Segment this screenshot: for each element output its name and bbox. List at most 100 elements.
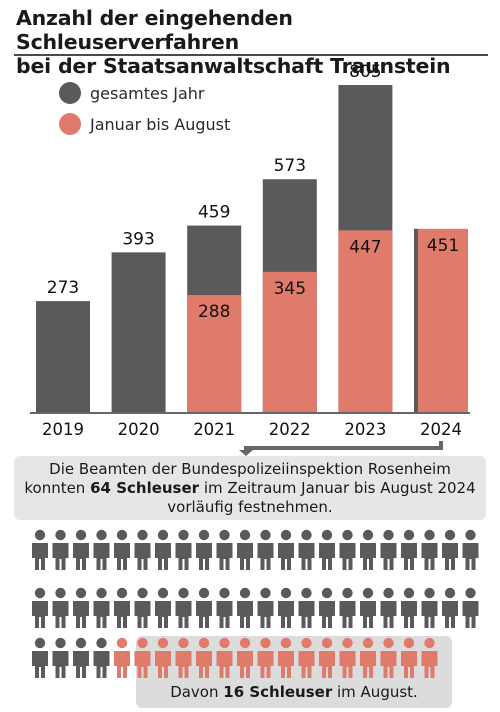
person-icon [237, 529, 253, 570]
person-head [219, 637, 230, 649]
person-body [421, 601, 438, 628]
person-head [34, 637, 46, 649]
person-head [178, 529, 189, 541]
person-head [403, 587, 415, 599]
person-head [157, 529, 169, 541]
person-icon [442, 587, 458, 628]
person-head [96, 587, 107, 599]
person-icon [257, 529, 274, 570]
person-head [198, 587, 210, 599]
person-icon [339, 529, 356, 570]
bar-jan-aug-2023 [338, 230, 393, 412]
person-body [339, 601, 356, 628]
bar-jan-aug-2022 [262, 271, 317, 412]
person-head [116, 637, 128, 649]
info-line-3: vorläufig festnehmen. [167, 498, 333, 516]
person-icon [257, 587, 274, 628]
person-icon [380, 529, 397, 570]
person-head [96, 637, 107, 649]
person-icon [52, 637, 69, 678]
person-body [421, 651, 438, 678]
person-body [32, 651, 48, 678]
person-head [383, 587, 394, 599]
person-body [257, 601, 274, 628]
legend-label-jan-aug: Januar bis August [89, 115, 230, 134]
person-body [380, 601, 397, 628]
person-body [134, 543, 151, 570]
person-icon [52, 529, 69, 570]
bar-chart: gesamtes Jahr Januar bis August 273 2019 393… [30, 62, 470, 456]
info-line-2-end: im Zeitraum Januar bis August 2024 [199, 479, 476, 497]
person-icon [175, 587, 192, 628]
person-head [157, 587, 169, 599]
legend-label-full-year: gesamtes Jahr [90, 84, 205, 103]
legend-swatch-jan-aug [59, 113, 81, 135]
person-body [196, 543, 212, 570]
august-note: Davon 16 Schleuser im August. [136, 683, 452, 701]
person-body [421, 543, 438, 570]
note-start: Davon [170, 683, 224, 701]
person-body [339, 651, 356, 678]
value-label-jan-aug-2022: 345 [274, 279, 306, 299]
bar-full-year-2020 [111, 252, 166, 412]
person-icon [278, 587, 294, 628]
x-tick-2023: 2023 [344, 420, 386, 439]
person-head [55, 637, 66, 649]
person-body [52, 601, 69, 628]
person-head [383, 637, 394, 649]
person-icon [360, 587, 376, 628]
bar-jan-aug-2024 [418, 228, 468, 412]
person-icon [462, 529, 479, 570]
person-body [155, 543, 171, 570]
person-body [175, 543, 192, 570]
person-icon [155, 587, 171, 628]
x-tick-2022: 2022 [269, 420, 311, 439]
person-head [342, 529, 353, 541]
person-icon [421, 529, 438, 570]
person-icon [298, 637, 315, 678]
person-head [342, 587, 353, 599]
person-head [137, 637, 148, 649]
person-head [301, 587, 312, 599]
person-head [260, 587, 271, 599]
person-head [280, 637, 292, 649]
person-body [155, 601, 171, 628]
person-head [75, 637, 87, 649]
x-tick-2021: 2021 [193, 420, 235, 439]
person-head [96, 529, 107, 541]
person-body [319, 543, 335, 570]
title-divider [14, 54, 488, 56]
info-line-1: Die Beamten der Bundespolizeiinspektion … [49, 460, 451, 478]
person-head [219, 529, 230, 541]
person-head [137, 529, 148, 541]
value-label-full-year-2020: 393 [122, 229, 154, 249]
person-body [360, 601, 376, 628]
bar-edge-2024 [414, 228, 418, 412]
person-head [403, 529, 415, 541]
person-body [278, 601, 294, 628]
legend: gesamtes Jahr Januar bis August [59, 82, 230, 135]
person-head [301, 529, 312, 541]
person-icon [52, 587, 69, 628]
person-body [93, 543, 110, 570]
person-icon [401, 529, 417, 570]
person-icon [73, 529, 89, 570]
person-head [239, 637, 251, 649]
person-icon [134, 637, 151, 678]
person-icon [175, 529, 192, 570]
person-head [424, 587, 435, 599]
person-head [444, 529, 456, 541]
person-head [383, 529, 394, 541]
person-body [134, 601, 151, 628]
person-head [137, 587, 148, 599]
person-icon [319, 637, 335, 678]
person-body [73, 651, 89, 678]
person-icon [421, 587, 438, 628]
info-box [14, 456, 486, 520]
person-icon [196, 637, 212, 678]
info-highlight-count: 64 Schleuser [90, 479, 200, 497]
person-head [465, 529, 476, 541]
person-icon [114, 637, 130, 678]
person-body [298, 651, 315, 678]
person-body [360, 543, 376, 570]
